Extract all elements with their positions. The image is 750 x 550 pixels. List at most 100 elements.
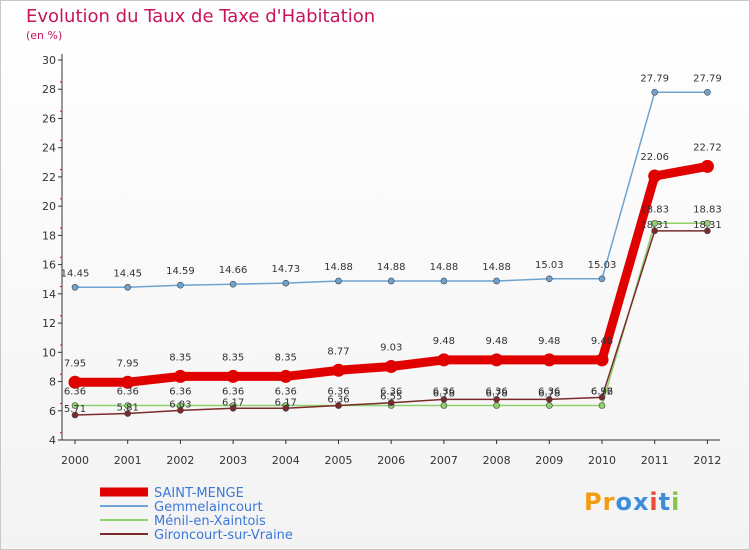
y-tick-label: 24 — [42, 142, 56, 155]
data-label: 14.45 — [113, 268, 142, 279]
y-tick-label: 14 — [42, 288, 56, 301]
data-label: 18.31 — [693, 220, 722, 231]
data-label: 8.35 — [169, 352, 191, 363]
data-label: 14.66 — [219, 265, 248, 276]
data-label: 15.03 — [535, 260, 564, 271]
data-label: 6.36 — [275, 387, 297, 398]
data-point — [545, 275, 553, 283]
data-label: 6.17 — [275, 397, 297, 408]
data-label: 6.36 — [433, 387, 455, 398]
x-tick-label: 2001 — [114, 454, 142, 467]
logo-letter: x — [632, 488, 650, 516]
legend-label: Gemmelaincourt — [154, 500, 263, 515]
data-point — [490, 353, 504, 367]
data-label: 6.36 — [380, 387, 402, 398]
x-tick-label: 2000 — [61, 454, 89, 467]
data-point — [226, 369, 240, 383]
y-tick-label: 4 — [49, 434, 56, 447]
x-tick-label: 2009 — [535, 454, 563, 467]
data-point — [598, 402, 606, 409]
data-point — [282, 279, 290, 287]
data-label: 6.36 — [538, 387, 560, 398]
data-label: 6.36 — [485, 387, 507, 398]
data-label: 14.59 — [166, 266, 195, 277]
data-point — [440, 277, 448, 285]
data-label: 6.17 — [222, 397, 244, 408]
y-tick-label: 12 — [42, 317, 56, 330]
x-tick-label: 2002 — [166, 454, 194, 467]
data-label: 9.48 — [485, 336, 507, 347]
data-label: 14.73 — [271, 264, 300, 275]
logo-letter: i — [671, 488, 681, 516]
x-tick-label: 2012 — [693, 454, 721, 467]
logo-letter: t — [658, 488, 672, 516]
data-label: 6.36 — [169, 387, 191, 398]
y-tick-label: 22 — [42, 171, 56, 184]
data-point — [124, 283, 131, 291]
data-point — [335, 402, 342, 409]
data-label: 7.95 — [117, 358, 139, 369]
data-point — [332, 363, 345, 377]
y-tick-label: 26 — [42, 112, 56, 125]
data-label: 6.03 — [169, 399, 191, 410]
legend-label: Gironcourt-sur-Vraine — [154, 528, 293, 543]
data-label: 9.48 — [538, 336, 560, 347]
logo-letter: i — [649, 488, 659, 516]
data-point — [595, 353, 609, 367]
x-tick-label: 2003 — [219, 454, 247, 467]
logo-letter: r — [602, 488, 616, 516]
x-tick-label: 2010 — [588, 454, 616, 467]
data-point — [71, 411, 79, 419]
data-label: 9.03 — [380, 342, 402, 353]
data-point — [437, 353, 451, 367]
data-label: 18.83 — [693, 204, 722, 215]
data-label: 8.35 — [275, 352, 297, 363]
data-point — [177, 281, 184, 289]
data-point — [598, 275, 606, 283]
data-point — [598, 394, 606, 401]
data-label: 5.81 — [117, 403, 139, 414]
data-label: 6.36 — [64, 387, 86, 398]
chart-title: Evolution du Taux de Taxe d'Habitation — [26, 6, 376, 27]
data-label: 9.48 — [591, 336, 613, 347]
series-line-gemmelaincourt — [74, 91, 709, 289]
data-label: 6.78 — [538, 388, 560, 399]
x-tick-label: 2011 — [641, 454, 669, 467]
data-label: 27.79 — [693, 73, 722, 84]
data-point — [229, 404, 237, 412]
data-label: 6.36 — [327, 395, 349, 406]
data-label: 22.72 — [693, 142, 722, 153]
y-tick-label: 20 — [42, 200, 56, 213]
data-point — [493, 402, 500, 409]
data-point — [124, 402, 131, 409]
data-point — [545, 396, 553, 403]
data-label: 18.83 — [640, 204, 669, 215]
data-point — [704, 219, 711, 227]
data-point — [335, 277, 342, 285]
data-label: 15.03 — [588, 260, 617, 271]
y-tick-label: 30 — [42, 54, 56, 67]
data-point — [282, 404, 290, 412]
data-point — [387, 399, 395, 407]
y-tick-label: 18 — [42, 229, 56, 242]
data-point — [545, 402, 553, 409]
data-point — [173, 369, 187, 383]
proxiti-logo: Proxiti — [584, 488, 680, 516]
data-label: 27.79 — [640, 73, 669, 84]
data-point — [493, 277, 500, 285]
data-point — [700, 159, 714, 173]
data-label: 14.45 — [61, 268, 90, 279]
x-tick-label: 2005 — [325, 454, 353, 467]
data-point — [651, 219, 659, 227]
data-label: 5.71 — [64, 404, 86, 415]
chart-subtitle: (en %) — [26, 29, 63, 42]
data-point — [124, 410, 131, 417]
data-label: 7.95 — [64, 358, 86, 369]
data-point — [384, 359, 398, 373]
data-point — [440, 396, 448, 403]
data-point — [121, 375, 135, 389]
x-tick-label: 2006 — [377, 454, 405, 467]
data-point — [542, 353, 556, 367]
data-label: 6.78 — [485, 388, 507, 399]
